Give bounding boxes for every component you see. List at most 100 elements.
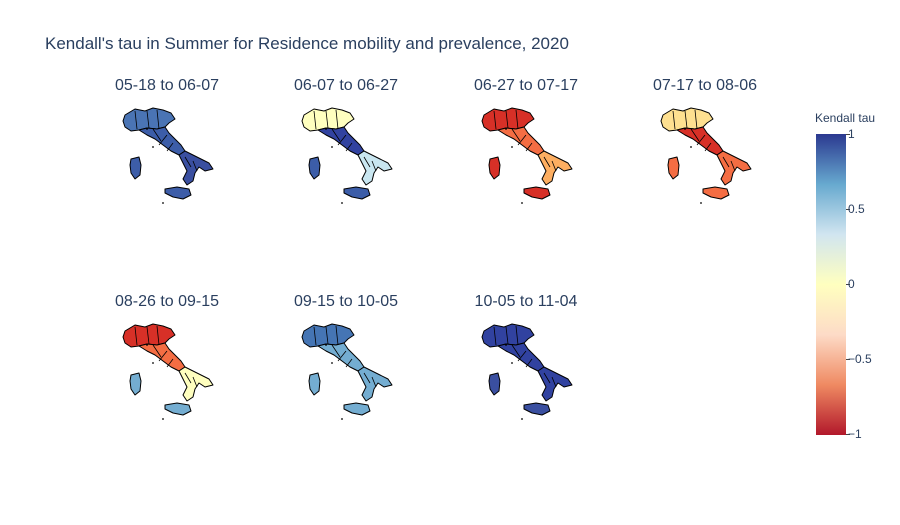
italy-choropleth-map xyxy=(481,323,573,420)
small-island xyxy=(325,344,327,346)
small-island xyxy=(511,146,513,148)
region-sardinia xyxy=(308,372,321,396)
region-border xyxy=(505,326,509,345)
region-border xyxy=(337,134,347,146)
panel-title: 08-26 to 09-15 xyxy=(114,293,220,310)
region-border xyxy=(335,325,339,346)
map-panel: 06-27 to 07-17 xyxy=(446,77,606,237)
region-border xyxy=(313,326,317,346)
region-north xyxy=(122,323,176,348)
region-sardinia xyxy=(667,156,680,180)
small-island xyxy=(325,128,327,130)
region-north xyxy=(122,107,176,132)
region-border xyxy=(493,326,497,346)
region-north xyxy=(481,107,535,132)
region-border xyxy=(684,110,688,129)
colorbar-tick-mark xyxy=(846,359,850,360)
region-border xyxy=(515,109,519,130)
region-sicily xyxy=(523,402,551,416)
map-panel: 05-18 to 06-07 xyxy=(87,77,247,237)
colorbar-title: Kendall tau xyxy=(815,111,876,125)
italy-choropleth-map xyxy=(301,323,393,420)
region-border xyxy=(363,372,371,384)
italy-choropleth-map xyxy=(122,107,214,204)
small-island xyxy=(341,202,343,204)
region-border xyxy=(192,160,198,172)
colorbar-gradient xyxy=(816,134,846,435)
region-north xyxy=(301,323,355,348)
panel-title: 06-07 to 06-27 xyxy=(293,77,399,94)
italy-choropleth-map xyxy=(301,107,393,204)
region-border xyxy=(543,372,551,384)
small-island xyxy=(152,362,154,364)
region-border xyxy=(166,142,174,152)
region-border xyxy=(517,134,527,146)
region-north xyxy=(481,323,535,348)
region-border xyxy=(134,110,138,130)
map-panel: 08-26 to 09-15 xyxy=(87,293,247,453)
region-border xyxy=(517,350,527,362)
region-border xyxy=(371,160,377,172)
region-sardinia xyxy=(308,156,321,180)
region-border xyxy=(335,109,339,130)
small-island xyxy=(331,362,333,364)
small-island xyxy=(521,202,523,204)
region-border xyxy=(134,326,138,346)
region-border xyxy=(325,110,329,129)
region-border xyxy=(511,344,521,358)
region-border xyxy=(690,128,700,142)
region-border xyxy=(672,110,676,130)
map-panel: 09-15 to 10-05 xyxy=(266,293,426,453)
region-border xyxy=(184,156,192,168)
region-border xyxy=(525,358,533,368)
region-border xyxy=(325,326,329,345)
small-island xyxy=(511,362,513,364)
small-island xyxy=(146,128,148,130)
region-border xyxy=(704,142,712,152)
region-border xyxy=(146,326,150,345)
italy-choropleth-map xyxy=(481,107,573,204)
region-border xyxy=(331,128,341,142)
region-border xyxy=(158,134,168,146)
small-island xyxy=(505,128,507,130)
small-island xyxy=(152,146,154,148)
region-north xyxy=(301,107,355,132)
region-border xyxy=(156,325,160,346)
region-border xyxy=(152,344,162,358)
colorbar-tick-mark xyxy=(846,284,850,285)
panel-title: 07-17 to 08-06 xyxy=(652,77,758,94)
italy-choropleth-map xyxy=(660,107,752,204)
map-panel: 07-17 to 08-06 xyxy=(625,77,785,237)
region-border xyxy=(345,358,353,368)
region-border xyxy=(543,156,551,168)
region-sicily xyxy=(523,186,551,200)
region-border xyxy=(158,350,168,362)
colorbar-tick-mark xyxy=(846,134,850,135)
colorbar-tick-label: 0.5 xyxy=(848,202,865,216)
region-border xyxy=(730,160,736,172)
region-border xyxy=(722,156,730,168)
small-island xyxy=(162,418,164,420)
region-border xyxy=(363,156,371,168)
region-border xyxy=(515,325,519,346)
region-border xyxy=(313,110,317,130)
colorbar-tick-label: 0 xyxy=(848,277,855,291)
region-border xyxy=(493,110,497,130)
region-border xyxy=(345,142,353,152)
colorbar-tick-mark xyxy=(846,434,850,435)
small-island xyxy=(146,344,148,346)
small-island xyxy=(331,146,333,148)
region-sardinia xyxy=(488,156,501,180)
region-border xyxy=(331,344,341,358)
panel-title: 06-27 to 07-17 xyxy=(473,77,579,94)
region-border xyxy=(551,376,557,388)
figure-title: Kendall's tau in Summer for Residence mo… xyxy=(45,34,569,53)
small-island xyxy=(162,202,164,204)
region-border xyxy=(505,110,509,129)
small-island xyxy=(690,146,692,148)
colorbar-tick-label: −1 xyxy=(848,427,862,441)
map-panel: 06-07 to 06-27 xyxy=(266,77,426,237)
region-sardinia xyxy=(129,156,142,180)
region-border xyxy=(551,160,557,172)
region-border xyxy=(184,372,192,384)
